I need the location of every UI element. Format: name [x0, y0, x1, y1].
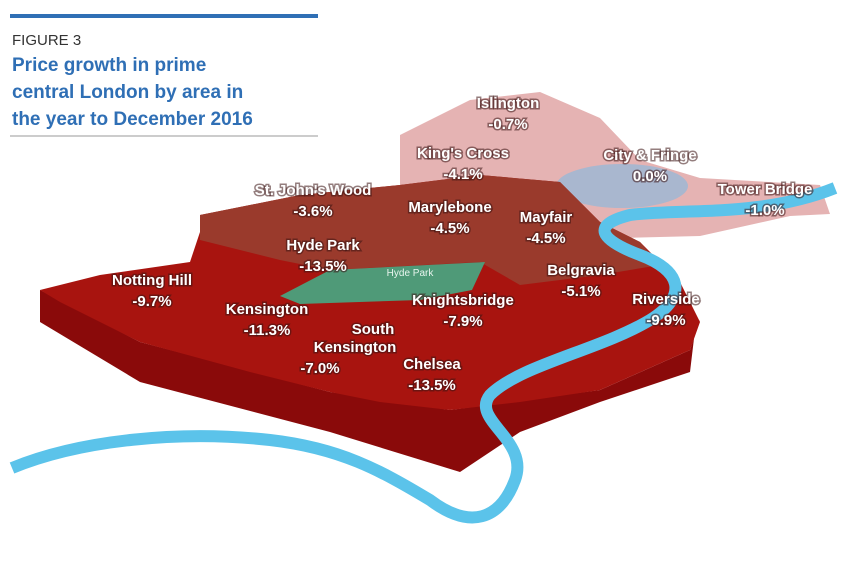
area-change: -1.0% — [745, 202, 784, 219]
area-change: -5.1% — [561, 283, 600, 300]
area-change: -4.5% — [430, 220, 469, 237]
area-change: -7.0% — [300, 360, 339, 377]
area-name: Knightsbridge — [412, 292, 514, 309]
area-name: King's Cross — [417, 145, 509, 162]
extrusion — [40, 290, 700, 472]
area-change: -0.7% — [488, 116, 527, 133]
title-line: central London by area in — [12, 82, 243, 103]
area-change: 0.0% — [633, 168, 667, 185]
area-name: Kensington — [226, 301, 309, 318]
area-name: Tower Bridge — [718, 181, 813, 198]
area-name: Notting Hill — [112, 272, 192, 289]
area-name: St. John's Wood — [255, 182, 372, 199]
area-change: -13.5% — [408, 377, 456, 394]
area-change: -3.6% — [293, 203, 332, 220]
header-bar — [10, 14, 318, 18]
hyde-park — [280, 262, 485, 304]
river — [9, 182, 838, 524]
area-name: Riverside — [632, 291, 700, 308]
area-change: -4.1% — [443, 166, 482, 183]
area-change: -11.3% — [244, 322, 291, 339]
area-name: Mayfair — [520, 209, 573, 226]
area-change: -4.5% — [526, 230, 565, 247]
park-label: Hyde Park — [387, 268, 435, 279]
area-name: Kensington — [314, 339, 397, 356]
area-change: -7.9% — [443, 313, 482, 330]
area-name: Belgravia — [547, 262, 615, 279]
figure-label: FIGURE 3 — [12, 32, 81, 49]
area-change: -9.7% — [132, 293, 171, 310]
area-name: Hyde Park — [286, 237, 360, 254]
area-name: Marylebone — [408, 199, 491, 216]
area-change: -9.9% — [646, 312, 685, 329]
area-name: City & Fringe — [603, 147, 696, 164]
area-name: Chelsea — [403, 356, 461, 373]
title-line: Price growth in prime — [12, 55, 206, 76]
city-area — [556, 164, 688, 208]
title-line: the year to December 2016 — [12, 109, 253, 130]
north-area — [200, 175, 660, 285]
area-name: Islington — [477, 95, 540, 112]
area-name: South — [352, 321, 395, 338]
area-change: -13.5% — [299, 258, 347, 275]
